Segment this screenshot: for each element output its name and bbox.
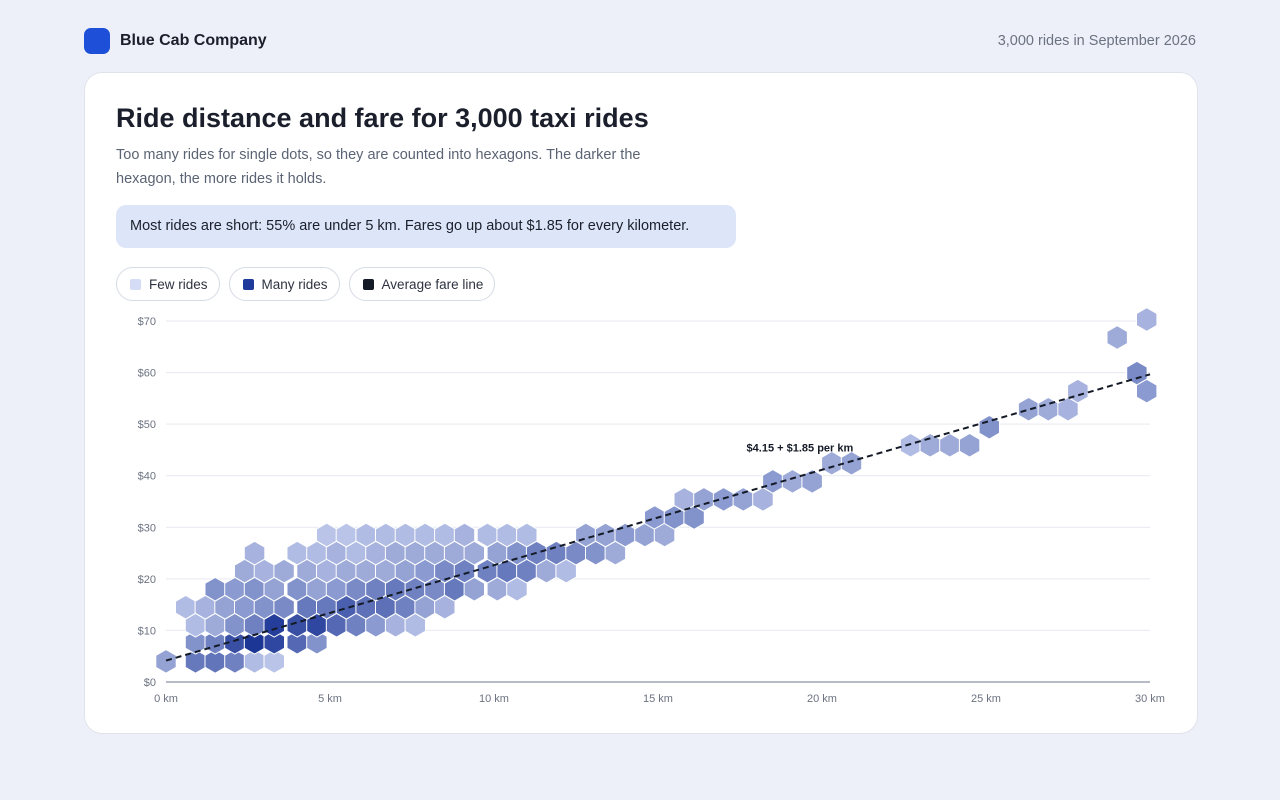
axes: $0 $10 $20 $30 $40 $50 $60 $70 0 km 5 km 10 km 15 k…: [138, 316, 1165, 705]
hex-bin: [840, 450, 863, 476]
y-tick-label: $70: [138, 316, 156, 328]
y-tick-label: $0: [144, 677, 156, 689]
legend-label-average-fare-line: Average fare line: [381, 276, 484, 292]
hex-bin: [273, 594, 295, 620]
many-rides-swatch: [242, 278, 254, 290]
ride-count-meta: 3,000 rides in September 2026: [997, 33, 1196, 49]
hex-bin: [1136, 307, 1158, 332]
trend-line-layer: $4.15 + $1.85 per km: [165, 373, 1151, 662]
hex-bin: [404, 612, 426, 638]
brand-name: Blue Cab Company: [120, 32, 267, 49]
hex-bin: [1017, 396, 1040, 422]
y-tick-label: $30: [138, 522, 156, 534]
hex-bin: [958, 432, 981, 458]
legend-chip-average-fare-line[interactable]: Average fare line: [348, 267, 496, 301]
few-rides-swatch: [130, 278, 141, 290]
hex-bin: [1106, 325, 1128, 350]
hex-bin: [939, 432, 961, 458]
legend-label-few-rides: Few rides: [149, 276, 208, 292]
chart-title: Ride distance and fare for 3,000 taxi ri…: [116, 103, 649, 133]
insight-callout: Most rides are short: 55% are under 5 km…: [116, 205, 736, 248]
x-tick-label: 0 km: [154, 693, 178, 705]
legend-label-many-rides: Many rides: [261, 276, 328, 292]
hex-bin: [463, 576, 485, 602]
hex-bin: [263, 649, 285, 674]
legend-chip-few-rides[interactable]: Few rides: [116, 267, 220, 301]
hex-bin: [821, 450, 843, 476]
x-tick-label: 25 km: [971, 693, 1001, 705]
x-tick-label: 30 km: [1135, 693, 1165, 705]
top-bar: Blue Cab Company 3,000 rides in Septembe…: [84, 28, 1196, 56]
hex-bin: [978, 414, 1000, 440]
average-fare-trend-line: [165, 373, 1151, 662]
hex-bin: [506, 576, 528, 602]
hex-bin: [1057, 396, 1079, 422]
hex-bin: [263, 629, 285, 655]
hex-bin: [1136, 378, 1158, 404]
chart-subtitle: Too many rides for single dots, so they …: [116, 147, 641, 187]
x-tick-label: 10 km: [479, 693, 509, 705]
hex-bin: [1037, 396, 1059, 422]
y-tick-label: $50: [138, 419, 156, 431]
brand-logo-icon: [84, 28, 110, 54]
hex-bin: [273, 558, 295, 584]
legend: Few rides Many rides Average fare line: [116, 267, 496, 301]
y-tick-label: $10: [138, 625, 156, 637]
hex-bin: [463, 540, 485, 566]
hex-bin: [732, 487, 754, 512]
hexbin-layer: [155, 307, 1158, 674]
hexbin-chart: $4.15 + $1.85 per km $0 $10 $20 $30 $40 $50 $6…: [138, 307, 1165, 705]
hex-bin: [899, 432, 922, 458]
x-tick-label: 15 km: [643, 693, 673, 705]
hex-bin: [604, 540, 627, 566]
x-tick-label: 20 km: [807, 693, 837, 705]
chart-card: Ride distance and fare for 3,000 taxi ri…: [84, 72, 1198, 734]
legend-chip-many-rides[interactable]: Many rides: [228, 267, 340, 301]
hex-bin: [155, 649, 177, 674]
y-tick-label: $20: [138, 574, 156, 586]
hex-bin: [263, 612, 285, 638]
x-tick-label: 5 km: [318, 693, 342, 705]
hex-bin: [306, 629, 328, 655]
hex-bin: [683, 505, 705, 530]
y-tick-label: $40: [138, 471, 156, 483]
y-tick-label: $60: [138, 368, 156, 380]
average-fare-line-swatch: [362, 278, 374, 290]
trend-line-label: $4.15 + $1.85 per km: [747, 442, 854, 454]
